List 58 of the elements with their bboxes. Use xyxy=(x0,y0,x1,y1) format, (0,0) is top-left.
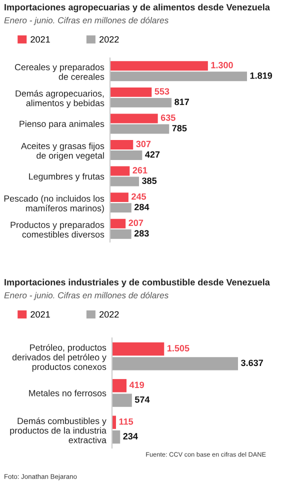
bar xyxy=(112,416,116,429)
data-label: 3.637 xyxy=(240,360,263,366)
bar xyxy=(110,61,208,71)
bar xyxy=(110,114,158,124)
data-label: 1.819 xyxy=(250,72,272,79)
bar xyxy=(110,218,126,228)
bar xyxy=(110,229,132,239)
y-tick-label: Legumbres y frutas xyxy=(29,173,104,182)
y-tick-label: Demás combustibles y productos de la industria extractiva xyxy=(10,417,106,444)
bar xyxy=(110,98,172,108)
data-label: 1.300 xyxy=(211,62,233,68)
data-label: 284 xyxy=(134,204,150,210)
legend-label: 2022 xyxy=(100,311,119,318)
chart-subtitle: Enero - junio. Cifras en millones de dólares xyxy=(4,16,168,26)
data-label: 307 xyxy=(136,140,151,148)
bar xyxy=(110,140,134,150)
data-label: 385 xyxy=(142,178,157,184)
bar xyxy=(110,203,132,213)
bar xyxy=(112,394,132,407)
legend-label: 2021 xyxy=(30,311,50,318)
bar xyxy=(112,379,127,392)
bar xyxy=(110,124,170,134)
chart-subtitle: Enero - junio. Cifras en millones de dólares xyxy=(4,292,168,300)
data-label: 574 xyxy=(134,396,150,403)
y-tick-label: Pescado (no incluidos los mamíferos marinos) xyxy=(4,195,104,214)
bar xyxy=(110,150,142,160)
y-tick-label: Metales no ferrosos xyxy=(29,390,106,396)
bar xyxy=(112,342,164,356)
bar xyxy=(112,430,120,444)
legend-label: 2021 xyxy=(30,36,50,43)
data-label: 207 xyxy=(128,220,144,226)
data-label: 1.505 xyxy=(167,345,190,352)
data-label: 419 xyxy=(129,382,144,388)
y-tick-label: Productos y preparados comestibles diversos xyxy=(10,221,104,238)
legend-label: 2022 xyxy=(100,36,119,43)
data-label: 635 xyxy=(160,114,176,121)
data-label: 261 xyxy=(132,167,148,174)
data-label: 245 xyxy=(132,193,146,200)
bar xyxy=(110,166,130,176)
y-tick-label: Demás agropecuarios, alimentos y bebidas xyxy=(16,90,104,108)
data-label: 283 xyxy=(134,230,149,237)
chart-title: Importaciones agropecuarias y de alimentos desde Venezuela xyxy=(4,4,270,12)
data-label: 234 xyxy=(123,433,138,440)
data-label: 817 xyxy=(174,98,189,106)
bar xyxy=(112,357,238,370)
y-tick-label: Petróleo, productos derivados del petróleo y productos conexos xyxy=(12,344,106,372)
data-label: 115 xyxy=(119,418,134,425)
bar xyxy=(110,87,152,97)
bar xyxy=(110,176,139,186)
y-tick-label: Aceites y grasas fijos de origen vegetal xyxy=(20,142,104,160)
bar xyxy=(110,72,247,82)
bar xyxy=(110,192,128,202)
y-tick-label: Cereales y preparados de cereales xyxy=(14,64,104,80)
data-label: 553 xyxy=(154,88,170,95)
data-label: 427 xyxy=(145,151,160,158)
chart-title: Importaciones industriales y de combustible desde Venezuela xyxy=(4,278,270,288)
y-tick-label: Pienso para animales xyxy=(20,120,104,129)
data-label: 785 xyxy=(172,125,187,132)
